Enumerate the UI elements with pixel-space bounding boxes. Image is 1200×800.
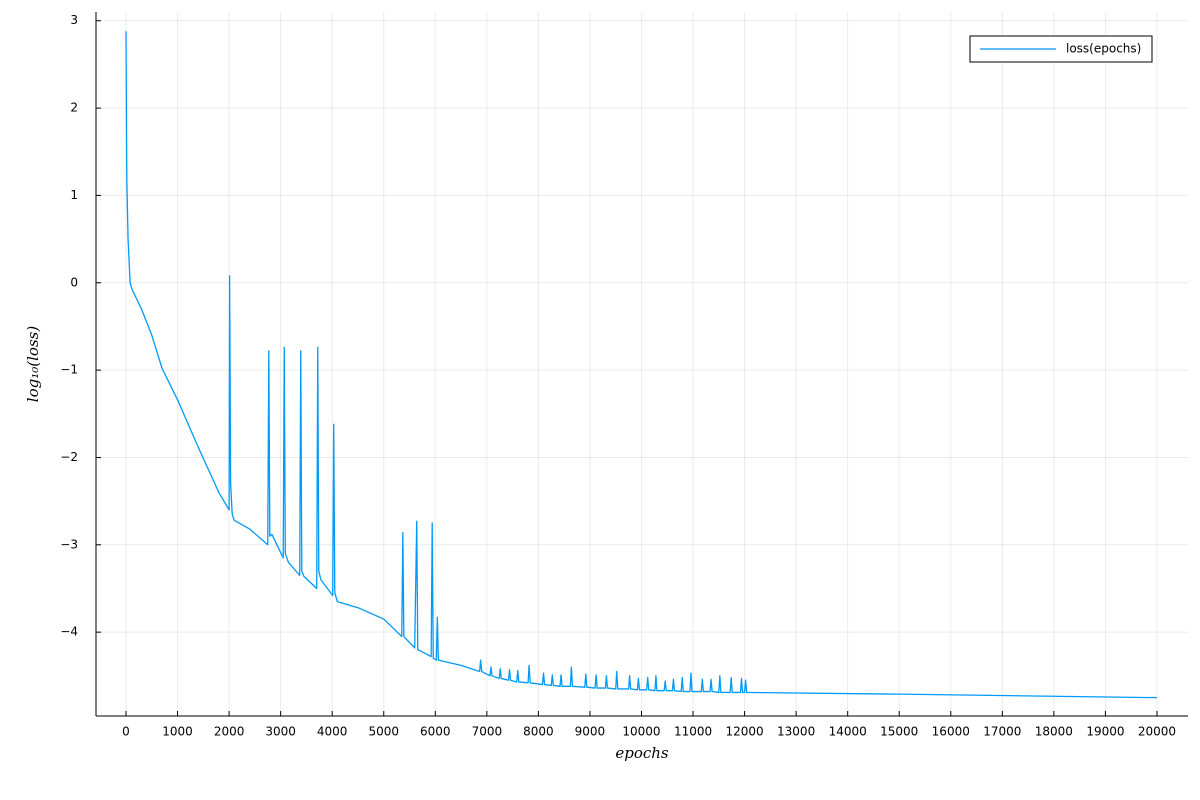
x-axis-label: epochs xyxy=(615,744,669,762)
x-tick-label: 10000 xyxy=(622,725,660,739)
y-tick-label: −3 xyxy=(60,537,78,551)
y-tick-label: 0 xyxy=(70,275,78,289)
x-tick-label: 1000 xyxy=(162,725,193,739)
x-tick-label: 20000 xyxy=(1138,725,1176,739)
x-tick-label: 4000 xyxy=(317,725,348,739)
x-tick-label: 11000 xyxy=(674,725,712,739)
x-tick-label: 17000 xyxy=(983,725,1021,739)
x-tick-label: 9000 xyxy=(575,725,606,739)
x-tick-label: 5000 xyxy=(368,725,399,739)
y-tick-label: −2 xyxy=(60,450,78,464)
x-tick-label: 0 xyxy=(122,725,130,739)
x-tick-label: 16000 xyxy=(932,725,970,739)
data-line xyxy=(125,31,1157,699)
y-tick-label: −1 xyxy=(60,363,78,377)
x-tick-label: 13000 xyxy=(777,725,815,739)
x-tick-label: 6000 xyxy=(420,725,451,739)
x-tick-label: 15000 xyxy=(880,725,918,739)
y-tick-label: 2 xyxy=(70,101,78,115)
y-tick-label: 1 xyxy=(70,188,78,202)
y-axis-label: log₁₀(loss) xyxy=(24,326,42,403)
x-tick-label: 19000 xyxy=(1086,725,1124,739)
x-tick-label: 3000 xyxy=(265,725,296,739)
y-tick-label: 3 xyxy=(70,13,78,27)
y-tick-label: −4 xyxy=(60,625,78,639)
legend-label: loss(epochs) xyxy=(1066,42,1141,56)
x-tick-label: 18000 xyxy=(1035,725,1073,739)
x-tick-label: 14000 xyxy=(829,725,867,739)
x-tick-label: 7000 xyxy=(472,725,503,739)
x-tick-label: 2000 xyxy=(214,725,245,739)
x-tick-label: 8000 xyxy=(523,725,554,739)
x-tick-label: 12000 xyxy=(725,725,763,739)
